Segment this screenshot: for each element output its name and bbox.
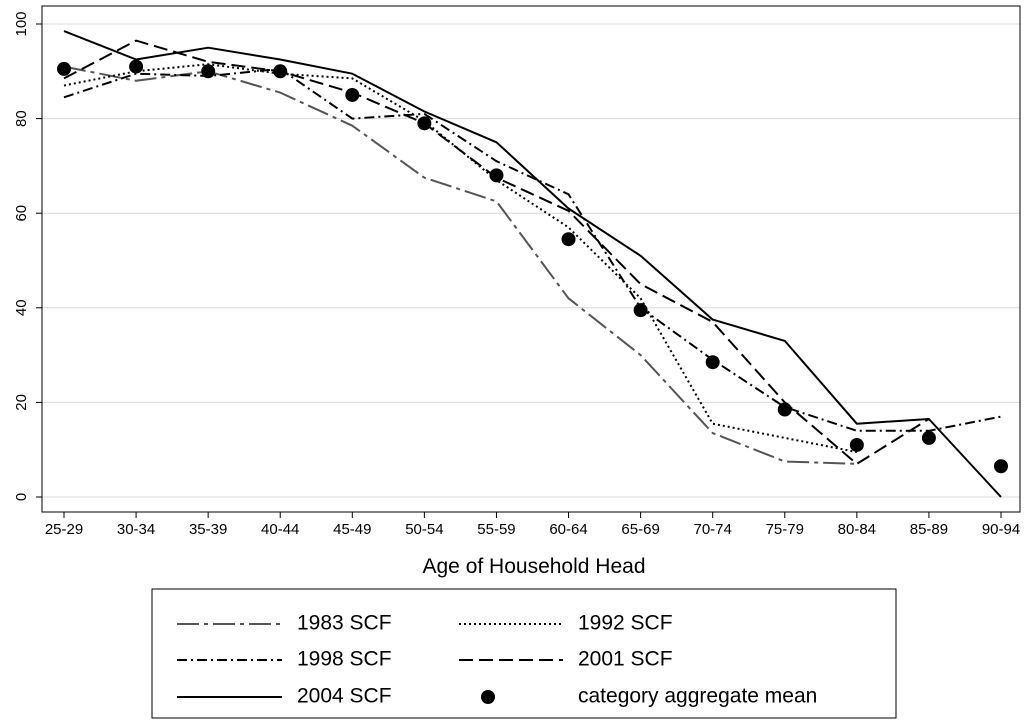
- plot-frame: [41, 5, 1021, 513]
- mean-marker: [921, 430, 936, 445]
- x-tick-label: 30-34: [117, 521, 155, 538]
- gridlines: [42, 23, 1020, 498]
- x-tick-label: 60-64: [549, 521, 587, 538]
- mean-marker: [57, 61, 71, 76]
- legend-label-1983-scf: 1983 SCF: [297, 612, 392, 635]
- axes: [41, 5, 1021, 513]
- mean-marker: [489, 168, 504, 183]
- x-tick-label: 45-49: [333, 521, 371, 538]
- x-tick-label: 55-59: [477, 521, 515, 538]
- mean-marker: [201, 64, 216, 79]
- mean-marker: [849, 437, 864, 452]
- mean-markers: [57, 59, 1008, 474]
- mean-marker: [633, 303, 648, 318]
- legend-label-category-aggregate-mean: category aggregate mean: [578, 685, 817, 708]
- y-tick-label: 80: [13, 110, 30, 127]
- y-tick-label: 40: [13, 299, 30, 316]
- legend: 1983 SCF 1992 SCF 1998 SCF 2001 SCF 2004 SCF…: [151, 588, 897, 719]
- series-line-1992-scf: [63, 63, 857, 454]
- series-line-1998-scf: [63, 67, 1002, 432]
- x-tick-label: 70-74: [694, 521, 732, 538]
- x-tick-label: 50-54: [405, 521, 443, 538]
- x-tick-label: 75-79: [766, 521, 804, 538]
- legend-label-2004-scf: 2004 SCF: [297, 685, 392, 708]
- mean-marker: [417, 116, 432, 131]
- x-ticks: 25-29 30-34 35-39 40-44 45-49 50-54 55-59 60-64…: [45, 512, 1020, 538]
- x-tick-label: 85-89: [910, 521, 948, 538]
- x-tick-label: 90-94: [982, 521, 1020, 538]
- x-tick-label: 25-29: [45, 521, 83, 538]
- x-tick-label: 35-39: [189, 521, 227, 538]
- mean-marker: [345, 87, 360, 102]
- series-line-2004-scf: [63, 30, 1002, 498]
- y-tick-label: 20: [13, 394, 30, 411]
- series-line-2001-scf: [63, 39, 930, 465]
- y-tick-label: 100: [13, 11, 30, 36]
- series-lines: [63, 30, 1002, 498]
- mean-marker: [705, 355, 720, 370]
- legend-label-1992-scf: 1992 SCF: [578, 612, 673, 635]
- y-tick-label: 60: [13, 205, 30, 222]
- series-line-1983-scf: [63, 65, 857, 465]
- x-tick-label: 65-69: [621, 521, 659, 538]
- mean-marker: [129, 59, 144, 74]
- legend-label-1998-scf: 1998 SCF: [297, 648, 392, 671]
- mean-marker: [994, 459, 1008, 474]
- mean-marker: [273, 64, 288, 79]
- x-tick-label: 40-44: [261, 521, 299, 538]
- y-ticks: 0 20 40 60 80 100: [13, 11, 42, 501]
- mean-marker: [777, 402, 792, 417]
- legend-swatch-category-aggregate-mean: [481, 690, 495, 704]
- legend-label-2001-scf: 2001 SCF: [578, 648, 673, 671]
- mean-marker: [561, 232, 576, 247]
- x-tick-label: 80-84: [838, 521, 876, 538]
- x-axis-title: Age of Household Head: [423, 555, 646, 578]
- y-tick-label: 0: [13, 493, 30, 501]
